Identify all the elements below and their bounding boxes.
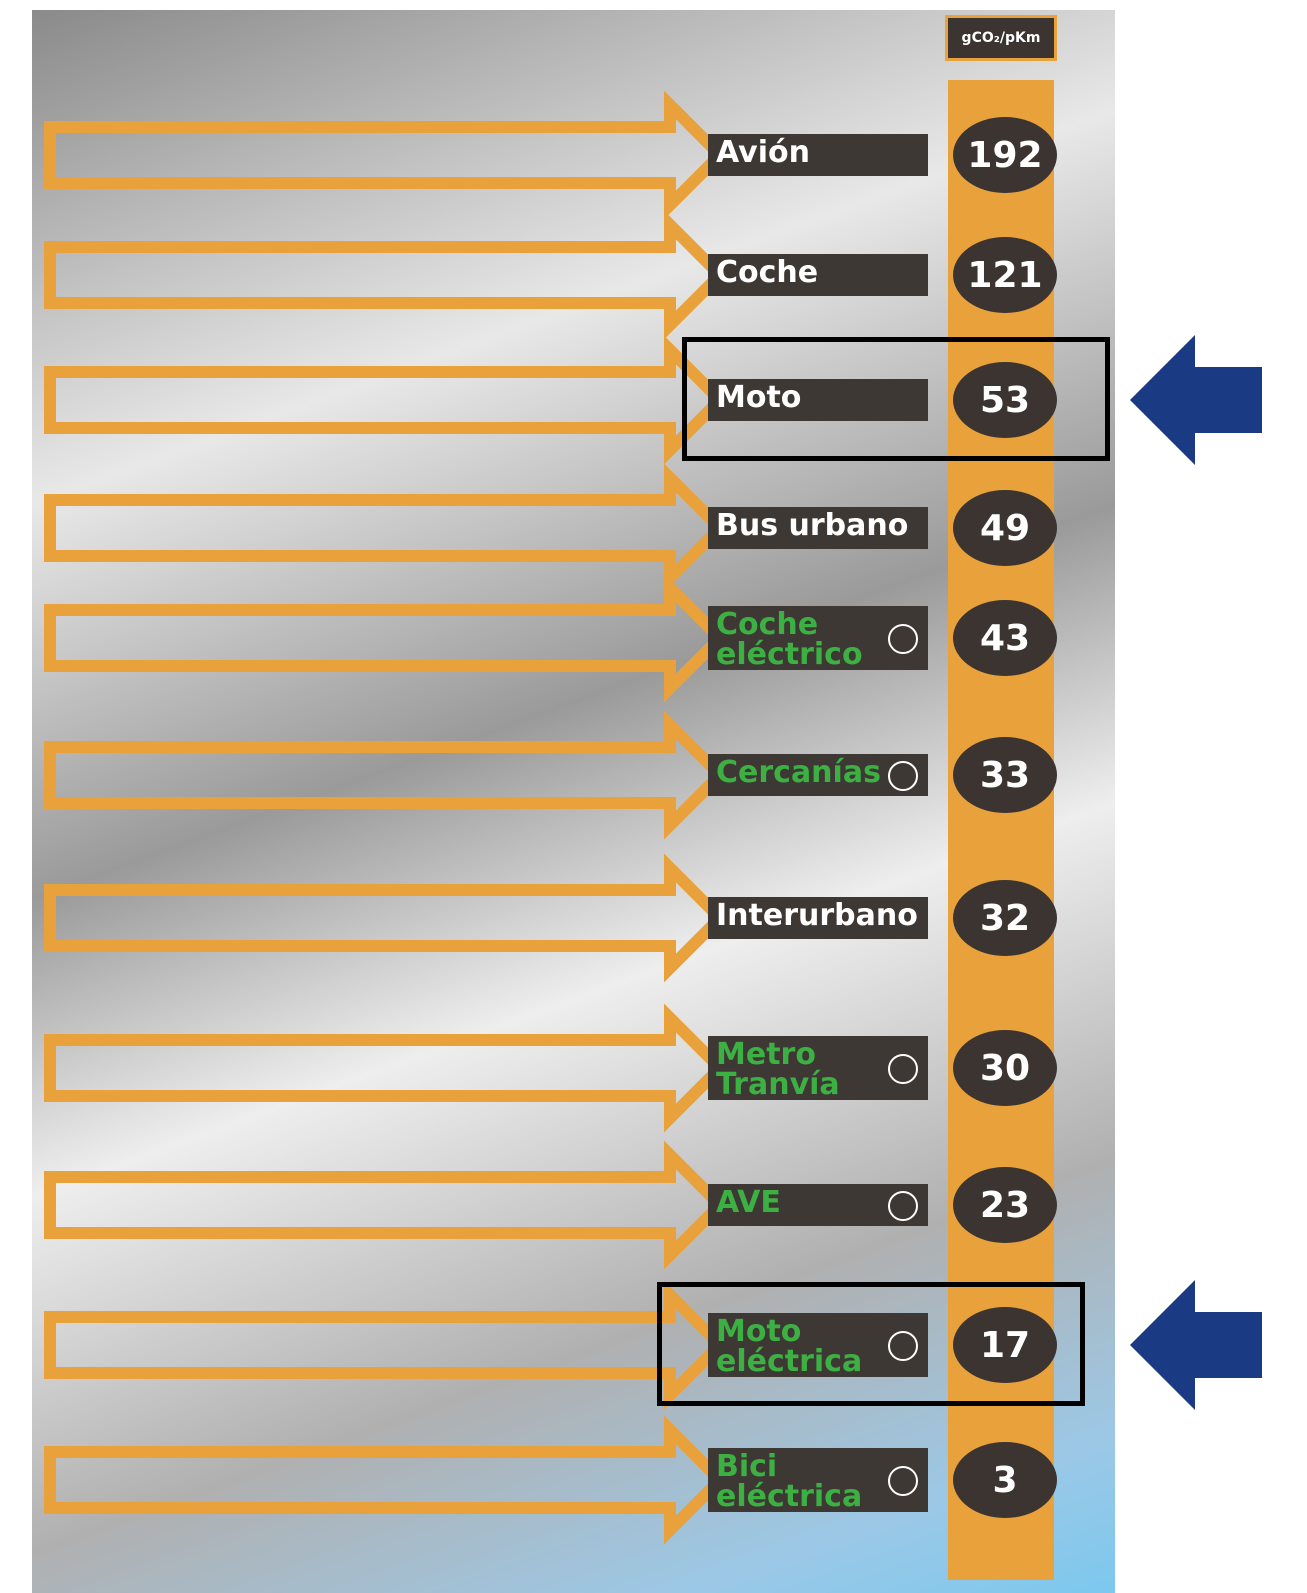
electric-icon [888, 1191, 918, 1221]
arrow-band [50, 225, 720, 325]
mode-label: Coche [708, 254, 928, 296]
arrow-band [50, 350, 720, 450]
mode-label: Interurbano [708, 897, 928, 939]
emission-value: 121 [953, 237, 1057, 313]
emission-value: 33 [953, 737, 1057, 813]
emission-value: 49 [953, 490, 1057, 566]
decoration [0, 0, 1307, 1593]
mode-label: Coche eléctrico [708, 606, 928, 670]
electric-icon [888, 624, 918, 654]
emission-value: 30 [953, 1030, 1057, 1106]
mode-label: Metro Tranvía [708, 1036, 928, 1100]
arrow-band [50, 588, 720, 688]
unit-header: gCO₂/pKm [945, 15, 1057, 61]
electric-icon [888, 1054, 918, 1084]
pointer-arrow [1130, 335, 1262, 465]
mode-label: Bus urbano [708, 507, 928, 549]
arrow-band [50, 1430, 720, 1530]
arrow-band [50, 105, 720, 205]
arrow-band [50, 1155, 720, 1255]
arrow-band [50, 478, 720, 578]
emission-value: 32 [953, 880, 1057, 956]
mode-label: Avión [708, 134, 928, 176]
highlight-box [657, 1282, 1085, 1406]
electric-icon [888, 761, 918, 791]
mode-label: AVE [708, 1184, 928, 1226]
arrow-band [50, 1295, 720, 1395]
mode-label: Cercanías [708, 754, 928, 796]
emission-value: 192 [953, 117, 1057, 193]
electric-icon [888, 1466, 918, 1496]
arrow-band [50, 1018, 720, 1118]
emission-value: 43 [953, 600, 1057, 676]
emission-value: 23 [953, 1167, 1057, 1243]
pointer-arrow [1130, 1280, 1262, 1410]
highlight-box [682, 337, 1110, 461]
emission-value: 3 [953, 1442, 1057, 1518]
arrow-band [50, 725, 720, 825]
infographic: gCO₂/pKm Avión192Coche121Moto53Bus urban… [0, 0, 1307, 1593]
mode-label: Bici eléctrica [708, 1448, 928, 1512]
arrow-band [50, 868, 720, 968]
